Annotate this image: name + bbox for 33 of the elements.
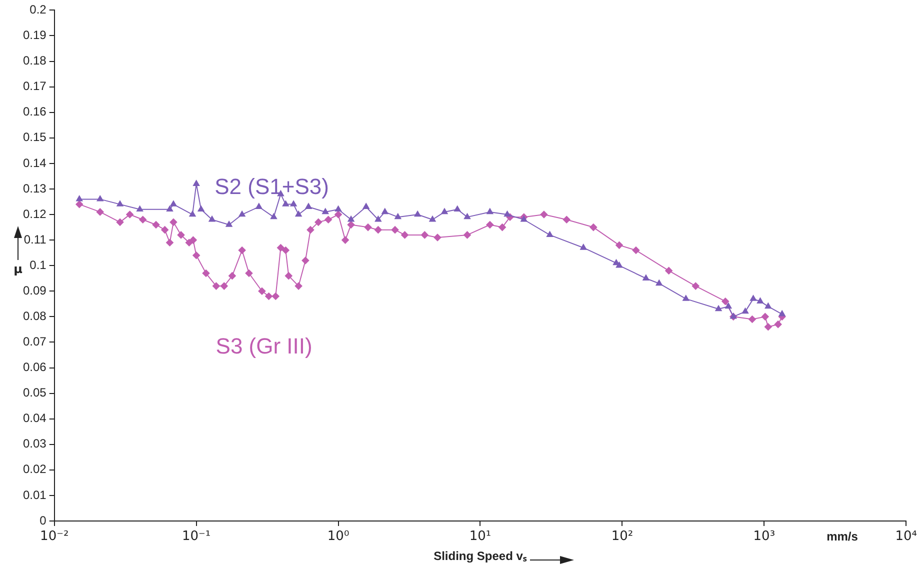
y-tick-label: 0.13 — [22, 181, 47, 196]
text: mm/s — [826, 529, 858, 544]
x-tick-label: 10⁰ — [327, 529, 350, 544]
y-tick-label: 0.19 — [22, 28, 47, 42]
y-tick-label: 0.14 — [22, 156, 47, 170]
y-tick-label: 0.12 — [22, 206, 47, 221]
series-label: S2 (S1+S3) — [214, 174, 329, 199]
x-tick-label: 10³ — [753, 529, 776, 544]
y-tick-label: 0.16 — [22, 104, 47, 119]
y-tick-label: 0.05 — [22, 386, 47, 400]
y-tick-label: 0.11 — [24, 232, 47, 246]
y-tick-label: 0.18 — [22, 54, 47, 68]
x-tick-label: 10² — [611, 529, 634, 544]
x-tick-label: 10⁻¹ — [182, 529, 211, 544]
x-axis-title: Sliding Speed vₛ — [434, 549, 527, 564]
x-tick-label: 10⁻² — [40, 529, 69, 544]
y-tick-label: 0.1 — [30, 258, 47, 272]
y-tick-label: 0.09 — [22, 283, 47, 298]
y-tick-label: 0.01 — [22, 488, 47, 502]
y-axis-title: μ — [14, 262, 23, 276]
y-tick-label: 0.04 — [22, 411, 47, 426]
y-tick-label: 0.06 — [22, 360, 47, 374]
y-tick-label: 0.03 — [22, 436, 47, 451]
y-tick-label: 0.15 — [22, 130, 47, 144]
y-tick-label: 0.02 — [22, 462, 47, 476]
y-tick-label: 0.08 — [22, 308, 47, 323]
y-tick-label: 0.07 — [22, 334, 47, 349]
text: S3 (Gr III) — [216, 333, 312, 358]
y-tick-label: 0 — [40, 513, 47, 528]
x-tick-label: 10⁴ — [895, 529, 918, 544]
y-tick-label: 0.17 — [22, 79, 47, 94]
x-tick-label: 10¹ — [469, 529, 492, 544]
y-tick-label: 0.2 — [30, 2, 47, 17]
